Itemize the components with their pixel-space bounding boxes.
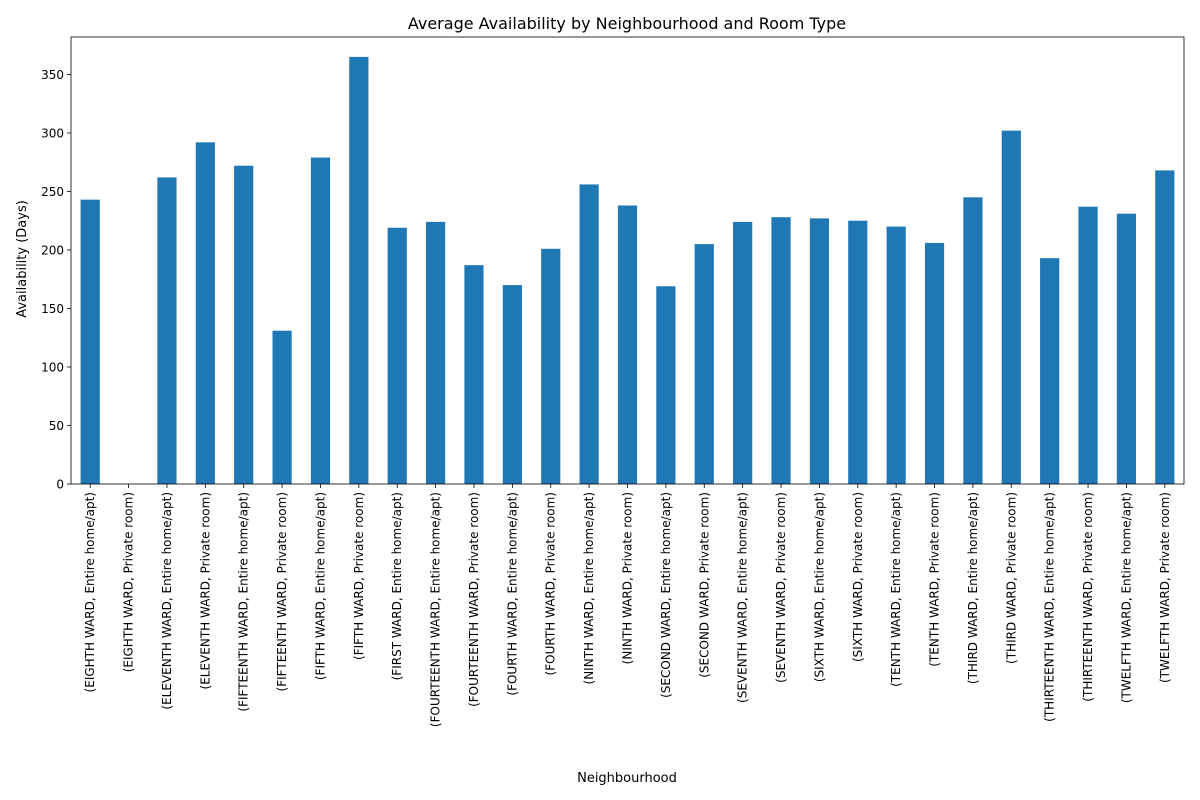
y-tick-label: 250: [41, 185, 64, 199]
x-tick-label: (THIRD WARD, Private room): [1004, 492, 1018, 664]
y-tick-label: 200: [41, 243, 64, 257]
x-tick-label: (TWELFTH WARD, Private room): [1158, 492, 1172, 683]
x-tick-label: (EIGHTH WARD, Entire home/apt): [83, 492, 97, 692]
bar: [310, 157, 331, 484]
x-axis: (EIGHTH WARD, Entire home/apt) (EIGHTH WA…: [83, 484, 1172, 727]
x-tick-label: (ELEVENTH WARD, Private room): [198, 492, 212, 689]
bar: [387, 227, 407, 484]
y-axis: 0 50 100 150 200 250 300 350: [41, 68, 71, 492]
y-tick-label: 100: [41, 360, 64, 374]
x-tick-label: (FOURTH WARD, Entire home/apt): [505, 492, 519, 696]
bar: [924, 242, 945, 484]
bar: [809, 218, 829, 485]
chart-title: Average Availability by Neighbourhood an…: [408, 14, 846, 33]
bar: [157, 177, 177, 484]
x-axis-label: Neighbourhood: [577, 771, 677, 786]
bar: [733, 221, 753, 484]
bar: [272, 330, 292, 484]
bar: [617, 205, 638, 484]
x-tick-label: (FIFTEENTH WARD, Private room): [275, 492, 289, 691]
y-tick-label: 300: [41, 126, 64, 140]
x-tick-label: (SECOND WARD, Entire home/apt): [659, 492, 673, 698]
y-tick-label: 50: [49, 419, 64, 433]
bar: [80, 199, 100, 484]
x-tick-label: (SEVENTH WARD, Entire home/apt): [736, 492, 750, 703]
bar: [694, 244, 714, 484]
bar: [349, 56, 369, 484]
y-tick-label: 350: [41, 68, 64, 82]
x-tick-label: (TENTH WARD, Private room): [928, 492, 942, 667]
bar: [502, 285, 522, 484]
x-tick-label: (FOURTEENTH WARD, Entire home/apt): [429, 492, 443, 727]
x-tick-label: (SIXTH WARD, Entire home/apt): [812, 492, 826, 682]
bar: [579, 184, 599, 484]
plot-bars: [80, 56, 1175, 485]
x-tick-label: (FIFTH WARD, Private room): [352, 492, 366, 660]
x-tick-label: (ELEVENTH WARD, Entire home/apt): [160, 492, 174, 710]
bar: [1078, 206, 1098, 484]
y-tick-label: 0: [56, 478, 64, 492]
x-tick-label: (TWELFTH WARD, Entire home/apt): [1119, 492, 1133, 703]
bar: [541, 248, 561, 484]
x-tick-label: (THIRTEENTH WARD, Private room): [1081, 492, 1095, 702]
bar: [886, 226, 906, 485]
x-tick-label: (NINTH WARD, Entire home/apt): [582, 492, 596, 684]
x-tick-label: (TENTH WARD, Entire home/apt): [889, 492, 903, 687]
bar: [1155, 170, 1175, 485]
x-tick-label: (EIGHTH WARD, Private room): [122, 492, 136, 672]
bar: [426, 221, 446, 484]
bar: [464, 265, 484, 484]
bar: [195, 142, 215, 484]
bar: [963, 197, 983, 484]
bar: [848, 220, 868, 484]
x-tick-label: (THIRTEENTH WARD, Entire home/apt): [1043, 492, 1057, 722]
x-tick-label: (SECOND WARD, Private room): [697, 492, 711, 678]
y-tick-label: 150: [41, 302, 64, 316]
bar: [1001, 130, 1021, 485]
x-tick-label: (SEVENTH WARD, Private room): [774, 492, 788, 683]
bar: [656, 286, 676, 484]
x-tick-label: (THIRD WARD, Entire home/apt): [966, 492, 980, 684]
x-tick-label: (NINTH WARD, Private room): [621, 492, 635, 664]
x-tick-label: (FIFTH WARD, Entire home/apt): [313, 492, 327, 680]
x-tick-label: (FOURTH WARD, Private room): [544, 492, 558, 675]
x-tick-label: (FIRST WARD, Entire home/apt): [390, 492, 404, 680]
x-tick-label: (SIXTH WARD, Private room): [851, 492, 865, 662]
bar: [771, 217, 791, 484]
bar: [1116, 213, 1137, 484]
x-tick-label: (FIFTEENTH WARD, Entire home/apt): [237, 492, 251, 712]
y-axis-label: Availability (Days): [15, 200, 30, 318]
bar: [1040, 258, 1060, 484]
bar: [234, 165, 254, 484]
x-tick-label: (FOURTEENTH WARD, Private room): [467, 492, 481, 707]
